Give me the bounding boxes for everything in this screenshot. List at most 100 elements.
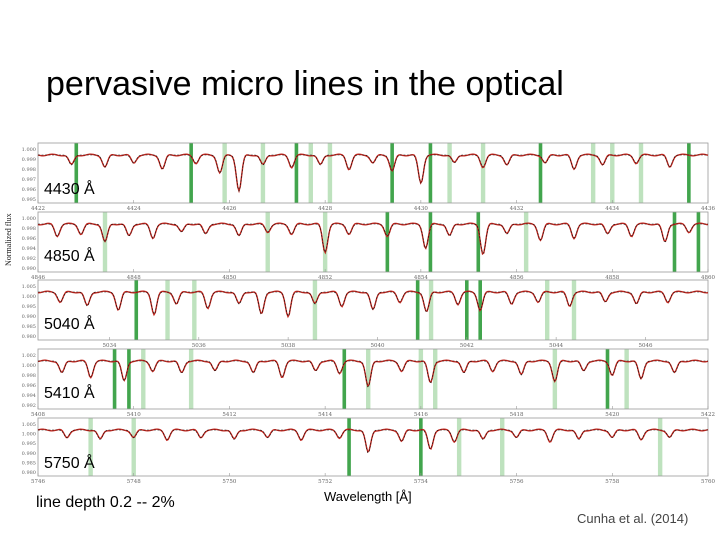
y-tick-label: 1.000 xyxy=(22,294,36,300)
x-tick-label: 5748 xyxy=(127,479,141,485)
x-tick-label: 4852 xyxy=(318,275,332,281)
line-band xyxy=(447,143,452,203)
line-band xyxy=(327,143,333,203)
y-tick-label: 1.000 xyxy=(22,363,36,369)
y-tick-label: 0.997 xyxy=(22,177,36,183)
y-tick-label: 1.000 xyxy=(22,432,36,438)
y-tick-label: 0.990 xyxy=(22,451,36,457)
line-band xyxy=(390,143,394,203)
y-tick-label: 0.994 xyxy=(22,246,36,252)
y-tick-label: 0.980 xyxy=(22,334,36,340)
panel-frame xyxy=(37,348,709,410)
x-tick-label: 4436 xyxy=(701,206,715,212)
model-spectrum-line xyxy=(38,429,708,454)
line-band xyxy=(165,280,170,340)
line-band xyxy=(74,143,79,203)
line-band xyxy=(428,143,433,203)
y-tick-label: 0.996 xyxy=(22,187,36,193)
model-spectrum-line xyxy=(38,154,708,193)
y-tick-label: 0.992 xyxy=(22,403,36,409)
x-tick-label: 5420 xyxy=(605,412,619,418)
x-tick-label: 5046 xyxy=(638,343,652,349)
model-spectrum-line xyxy=(38,291,708,317)
line-band xyxy=(385,212,390,272)
line-band xyxy=(476,212,481,272)
line-band xyxy=(456,418,462,476)
line-band xyxy=(428,212,433,272)
y-tick-label: 1.005 xyxy=(22,284,36,290)
x-tick-label: 4426 xyxy=(222,206,236,212)
panel-frame xyxy=(37,142,709,204)
y-tick-label: 1.005 xyxy=(22,422,36,428)
x-tick-label: 5758 xyxy=(605,479,619,485)
y-tick-label: 0.995 xyxy=(22,441,36,447)
panel-frame xyxy=(37,279,709,341)
line-band xyxy=(428,280,434,340)
y-tick-label: 0.995 xyxy=(22,197,36,203)
x-tick-label: 5034 xyxy=(102,343,116,349)
line-band xyxy=(188,349,194,409)
line-band xyxy=(545,280,550,340)
slide-title: pervasive micro lines in the optical xyxy=(46,65,564,103)
y-tick-label: 0.990 xyxy=(22,314,36,320)
y-tick-label: 0.999 xyxy=(22,157,36,163)
line-band xyxy=(112,349,117,409)
line-band xyxy=(322,212,328,272)
model-spectrum-line xyxy=(38,360,708,388)
x-tick-label: 5414 xyxy=(318,412,332,418)
line-band xyxy=(480,143,486,203)
line-band xyxy=(134,280,139,340)
line-band xyxy=(571,280,577,340)
line-band xyxy=(294,143,299,203)
observed-spectrum-line xyxy=(37,222,709,256)
line-band xyxy=(687,143,691,203)
line-band xyxy=(657,418,663,476)
y-tick-label: 0.995 xyxy=(22,304,36,310)
y-tick-label: 0.992 xyxy=(22,256,36,262)
line-band xyxy=(347,418,351,476)
x-tick-label: 4858 xyxy=(605,275,619,281)
panel-label-5750: 5750 Å xyxy=(44,455,95,472)
x-tick-label: 4848 xyxy=(127,275,141,281)
observed-spectrum-line xyxy=(37,153,709,194)
line-band xyxy=(312,280,318,340)
y-tick-label: 0.994 xyxy=(22,393,36,399)
line-band xyxy=(638,143,644,203)
line-band xyxy=(465,280,469,340)
y-axis-label: Normalized flux xyxy=(4,213,13,266)
panel-label-4850: 4850 Å xyxy=(44,248,95,265)
x-tick-label: 5752 xyxy=(318,479,332,485)
observed-spectrum-line xyxy=(37,428,709,454)
x-tick-label: 5746 xyxy=(31,479,45,485)
spectrum-panel-2: 1.005 1.000 0.995 0.990 0.985 0.980 5034 5036 50… xyxy=(22,279,709,349)
line-band xyxy=(433,349,438,409)
x-tick-label: 5754 xyxy=(414,479,428,485)
panel-frame xyxy=(37,417,709,477)
line-band xyxy=(308,143,313,203)
y-tick-label: 0.996 xyxy=(22,383,36,389)
line-band xyxy=(141,349,146,409)
line-band xyxy=(88,418,93,476)
line-band xyxy=(222,143,227,203)
line-band xyxy=(260,143,266,203)
line-band xyxy=(265,212,270,272)
spectrum-panel-1: 1.000 0.998 0.996 0.994 0.992 0.990 4846 4848 48… xyxy=(22,211,715,281)
y-tick-label: 0.985 xyxy=(22,324,36,330)
line-band xyxy=(590,143,596,203)
x-tick-label: 5422 xyxy=(701,412,715,418)
x-tick-label: 4432 xyxy=(510,206,524,212)
spectrum-panel-3: 1.002 1.000 0.998 0.996 0.994 0.992 5408 5410 54… xyxy=(22,348,715,418)
line-band xyxy=(523,212,529,272)
line-band xyxy=(419,418,423,476)
x-tick-label: 4854 xyxy=(414,275,428,281)
x-tick-label: 5038 xyxy=(281,343,295,349)
x-tick-label: 4428 xyxy=(318,206,332,212)
y-tick-label: 0.998 xyxy=(22,373,36,379)
line-band xyxy=(366,349,371,409)
x-tick-label: 4434 xyxy=(605,206,619,212)
x-tick-label: 5750 xyxy=(222,479,236,485)
x-tick-label: 4860 xyxy=(701,275,715,281)
line-band xyxy=(342,349,347,409)
spectrum-panel-4: 1.005 1.000 0.995 0.990 0.985 0.980 5746 5748 57… xyxy=(22,417,715,485)
